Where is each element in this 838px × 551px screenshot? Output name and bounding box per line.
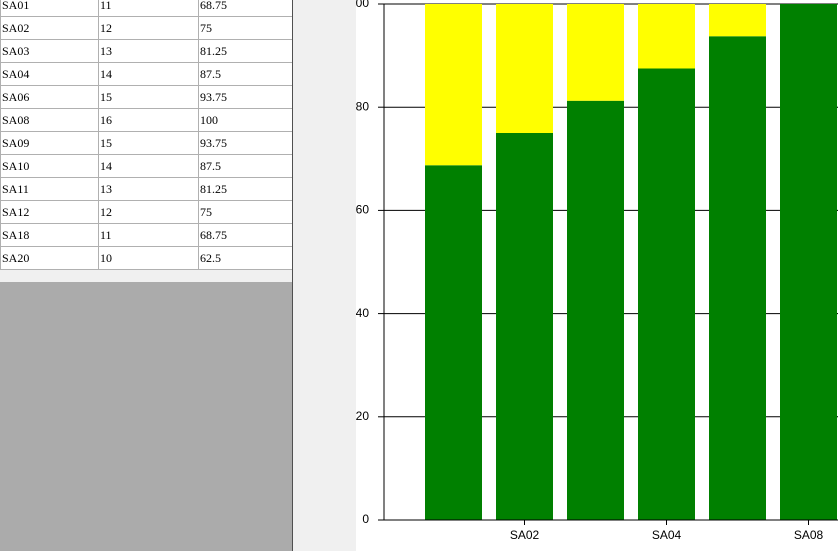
table-row: SA20 10 62.5 xyxy=(0,246,293,270)
bar-segment xyxy=(709,4,766,37)
table-cell: SA04 xyxy=(0,62,99,86)
bar-segment xyxy=(425,165,482,520)
y-tick-label: 60 xyxy=(356,203,370,217)
table-cell: 11 xyxy=(98,0,199,17)
table-cell: 75 xyxy=(198,16,293,40)
bar-segment xyxy=(567,100,624,520)
y-tick-label: 100 xyxy=(349,0,369,10)
table-row: SA09 15 93.75 xyxy=(0,131,293,155)
table-cell: 93.75 xyxy=(198,131,293,155)
bar-segment xyxy=(638,4,695,69)
bar-segment xyxy=(496,133,553,520)
data-table: SA01 11 68.75 SA02 12 75 SA03 13 81.25 SA04 14 87.5… xyxy=(0,0,293,270)
table-cell: 15 xyxy=(98,85,199,109)
bar-segment xyxy=(709,36,766,520)
table-cell: SA20 xyxy=(0,246,99,270)
table-row: SA03 13 81.25 xyxy=(0,39,293,63)
table-row: SA18 11 68.75 xyxy=(0,223,293,247)
y-tick-label: 80 xyxy=(356,99,370,113)
table-cell: SA06 xyxy=(0,85,99,109)
table-cell: 12 xyxy=(98,16,199,40)
y-tick-label: 0 xyxy=(362,512,369,526)
table-cell: 13 xyxy=(98,177,199,201)
table-row: SA01 11 68.75 xyxy=(0,0,293,17)
table-cell: 62.5 xyxy=(198,246,293,270)
bar-segment xyxy=(638,68,695,520)
table-cell: SA03 xyxy=(0,39,99,63)
table-cell: 15 xyxy=(98,131,199,155)
table-cell: SA12 xyxy=(0,200,99,224)
table-row: SA08 16 100 xyxy=(0,108,293,132)
empty-area xyxy=(0,282,292,551)
x-tick-label: SA08 xyxy=(794,528,824,542)
y-tick-label: 40 xyxy=(356,306,370,320)
table-row: SA12 12 75 xyxy=(0,200,293,224)
table-cell: 75 xyxy=(198,200,293,224)
table-cell: 16 xyxy=(98,108,199,132)
table-cell: 68.75 xyxy=(198,223,293,247)
table-cell: 93.75 xyxy=(198,85,293,109)
bar-segment xyxy=(780,4,837,520)
table-cell: 81.25 xyxy=(198,177,293,201)
table-cell: 81.25 xyxy=(198,39,293,63)
table-cell: 12 xyxy=(98,200,199,224)
table-row: SA02 12 75 xyxy=(0,16,293,40)
x-tick-label: SA02 xyxy=(510,528,540,542)
table-row: SA10 14 87.5 xyxy=(0,154,293,178)
table-cell: 10 xyxy=(98,246,199,270)
table-cell: 11 xyxy=(98,223,199,247)
bar-segment xyxy=(496,4,553,133)
plot: 0 20 40 60 80 100 SA02 SA04 SA08 xyxy=(349,0,838,542)
table-cell: 14 xyxy=(98,154,199,178)
splitter xyxy=(292,0,293,551)
bar-segment xyxy=(567,4,624,101)
table-cell: 87.5 xyxy=(198,154,293,178)
table-row: SA06 15 93.75 xyxy=(0,85,293,109)
bar-segment xyxy=(425,4,482,166)
y-tick-label: 20 xyxy=(356,409,370,423)
x-tick-label: SA04 xyxy=(652,528,682,542)
